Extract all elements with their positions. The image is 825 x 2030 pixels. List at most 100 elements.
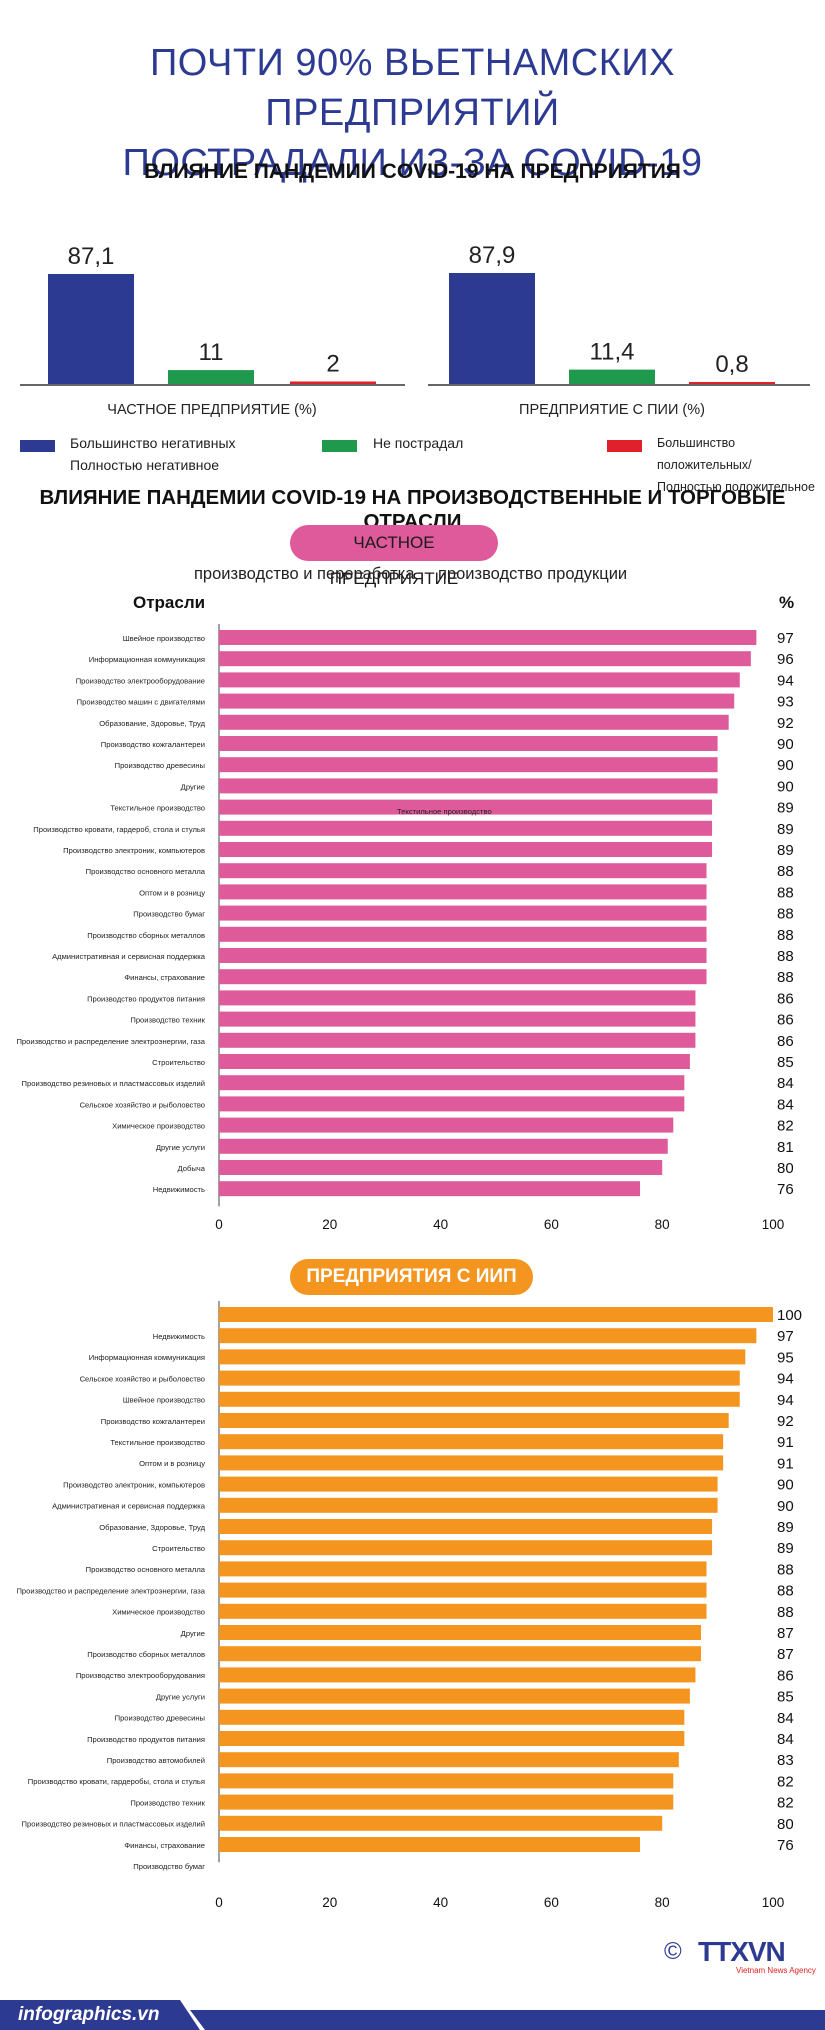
sector-bar-value: 86 <box>777 1033 794 1050</box>
impact-bar-value: 11,4 <box>590 339 635 366</box>
sector-category-label: Сельское хозяйство и рыболовство <box>80 1374 205 1383</box>
legend-swatch-negative <box>20 440 55 452</box>
sector-category-label: Информационная коммуникация <box>89 655 205 664</box>
sector-category-label: Производство резиновых и пластмассовых и… <box>22 1079 205 1088</box>
enterprise-impact-charts: 87,1 11 2 ЧАСТНОЕ ПРЕДПРИЯТИЕ (%) 87,9 11,4 0,… <box>20 242 810 418</box>
sector-bar-value: 95 <box>777 1349 794 1366</box>
sector-bar <box>219 1540 713 1556</box>
sector-category-label: Швейное производство <box>123 1396 205 1405</box>
ttxvn-logo: TTXVN <box>698 1936 786 1968</box>
sector-bar <box>219 1625 701 1640</box>
legend-swatch-positive <box>607 440 642 452</box>
sector-category-label: Производство и распределение электроэнер… <box>16 1037 205 1046</box>
impact-bar <box>689 382 775 384</box>
title-line-1: ПОЧТИ 90% ВЬЕТНАМСКИХ ПРЕДПРИЯТИЙ <box>149 42 676 134</box>
legend-unaffected: Не пострадал <box>373 435 464 451</box>
sector-bar-value: 89 <box>777 842 794 859</box>
sector-bar <box>219 926 707 942</box>
sector-bar <box>219 1646 701 1662</box>
sector-category-label: Производство и распределение электроэнер… <box>16 1586 205 1595</box>
sector-bar <box>219 820 713 836</box>
x-tick-label: 60 <box>544 1895 559 1910</box>
sector-bar-value: 88 <box>777 884 794 901</box>
sector-bar-value: 97 <box>777 1328 794 1345</box>
sector-category-label: Производство автомобилей <box>107 1756 205 1765</box>
sector-bar-value: 90 <box>777 1477 794 1494</box>
sector-bar-value: 82 <box>777 1795 794 1812</box>
sector-bar <box>219 1370 740 1386</box>
sector-bar-value: 76 <box>777 1837 794 1854</box>
sector-category-label: Строительство <box>152 1544 205 1553</box>
sector-category-label: Другие услуги <box>156 1692 205 1701</box>
sector-bar-value: 80 <box>777 1816 794 1833</box>
sector-bar <box>219 1667 696 1683</box>
footer-site-link[interactable]: infographics.vn <box>18 2004 160 2025</box>
legend-positive: Большинство положительных/ Полностью пол… <box>657 432 825 498</box>
legend-positive-line1: Большинство положительных/ <box>657 436 752 472</box>
sector-bar <box>219 757 718 773</box>
impact-bar-value: 11 <box>199 339 224 366</box>
sector-bar <box>219 1837 641 1852</box>
sector-category-label: Производство кожгалантереи <box>101 740 205 749</box>
sector-category-label: Текстильное производство <box>110 804 205 813</box>
sector-bar-value: 91 <box>777 1455 794 1472</box>
sector-bar <box>219 651 751 667</box>
impact-bar <box>569 369 655 384</box>
sector-bar <box>219 948 707 963</box>
sector-bar-value: 80 <box>777 1160 794 1177</box>
sector-category-label: Другие <box>181 1629 205 1638</box>
sector-bar-value: 93 <box>777 694 794 711</box>
sector-category-label: Производство сборных металлов <box>87 1650 205 1659</box>
legend-negative-line2: Полностью негативное <box>70 457 220 473</box>
sector-bar <box>219 1011 696 1027</box>
sector-category-label: Производство продуктов питания <box>87 994 205 1003</box>
sector-bar-value: 84 <box>777 1096 794 1113</box>
sector-bar-value: 76 <box>777 1181 794 1198</box>
sector-category-label: Производство продуктов питания <box>87 1735 205 1744</box>
impact-bar-value: 87,1 <box>68 243 115 270</box>
x-tick-label: 100 <box>762 1895 785 1910</box>
sector-category-label: Строительство <box>152 1058 205 1067</box>
impact-bar <box>290 381 376 384</box>
sector-bar <box>219 1096 685 1112</box>
fdi-enterprise-pill: ПРЕДПРИЯТИЯ С ИИП <box>290 1259 533 1295</box>
sector-bar <box>219 1582 707 1598</box>
sector-bar <box>219 1688 690 1704</box>
column-header-percent: % <box>779 593 795 612</box>
sector-bar <box>219 1117 674 1133</box>
x-tick-label: 80 <box>655 1217 670 1232</box>
sector-category-label: Производство кожгалантереи <box>101 1417 205 1426</box>
impact-section-title: ВЛИЯНИЕ ПАНДЕМИИ COVID-19 НА ПРЕДПРИЯТИЯ <box>144 160 681 183</box>
sector-bar-value: 81 <box>777 1139 794 1156</box>
sector-bar-value: 86 <box>777 1667 794 1684</box>
legend-negative-line1: Большинство негативных <box>70 435 236 451</box>
sector-category-label: Производство резиновых и пластмассовых и… <box>22 1820 205 1829</box>
sector-bar <box>219 630 757 645</box>
sector-bar <box>219 1561 707 1577</box>
sector-category-label: Производство бумаг <box>133 1862 205 1871</box>
sector-category-label: Информационная коммуникация <box>89 1353 205 1362</box>
subtitle-left: производство и переработка <box>194 565 415 583</box>
sector-bar-value: 84 <box>777 1075 794 1092</box>
x-tick-label: 40 <box>433 1895 448 1910</box>
sector-bar-value: 89 <box>777 1540 794 1557</box>
sector-bar <box>219 1328 757 1344</box>
sector-bar-value: 88 <box>777 948 794 965</box>
sector-bar <box>219 1752 679 1768</box>
sector-bar <box>219 1434 724 1450</box>
sector-category-label: Производство кровати, гардеробы, стола и… <box>28 1777 205 1786</box>
sector-category-label: Административная и сервисная поддержка <box>52 952 206 961</box>
column-header-sector: Отрасли <box>133 593 206 612</box>
sector-bar <box>219 1349 746 1365</box>
legend-positive-line2: Полностью положительное <box>657 480 815 494</box>
sector-bar-value: 92 <box>777 715 794 732</box>
sector-bar <box>219 1181 641 1197</box>
sector-category-label: Другие <box>181 782 205 791</box>
sector-category-label: Административная и сервисная поддержка <box>52 1502 206 1511</box>
sector-bar <box>219 1773 674 1789</box>
sector-bar-value: 87 <box>777 1646 794 1663</box>
sector-category-label: Швейное производство <box>123 634 205 643</box>
sector-bar-value: 94 <box>777 672 794 689</box>
title-line-2: ПОСТРАДАЛИ ИЗ-ЗА COVID-19 <box>122 142 703 184</box>
sector-category-label: Производство древесины <box>115 1714 205 1723</box>
